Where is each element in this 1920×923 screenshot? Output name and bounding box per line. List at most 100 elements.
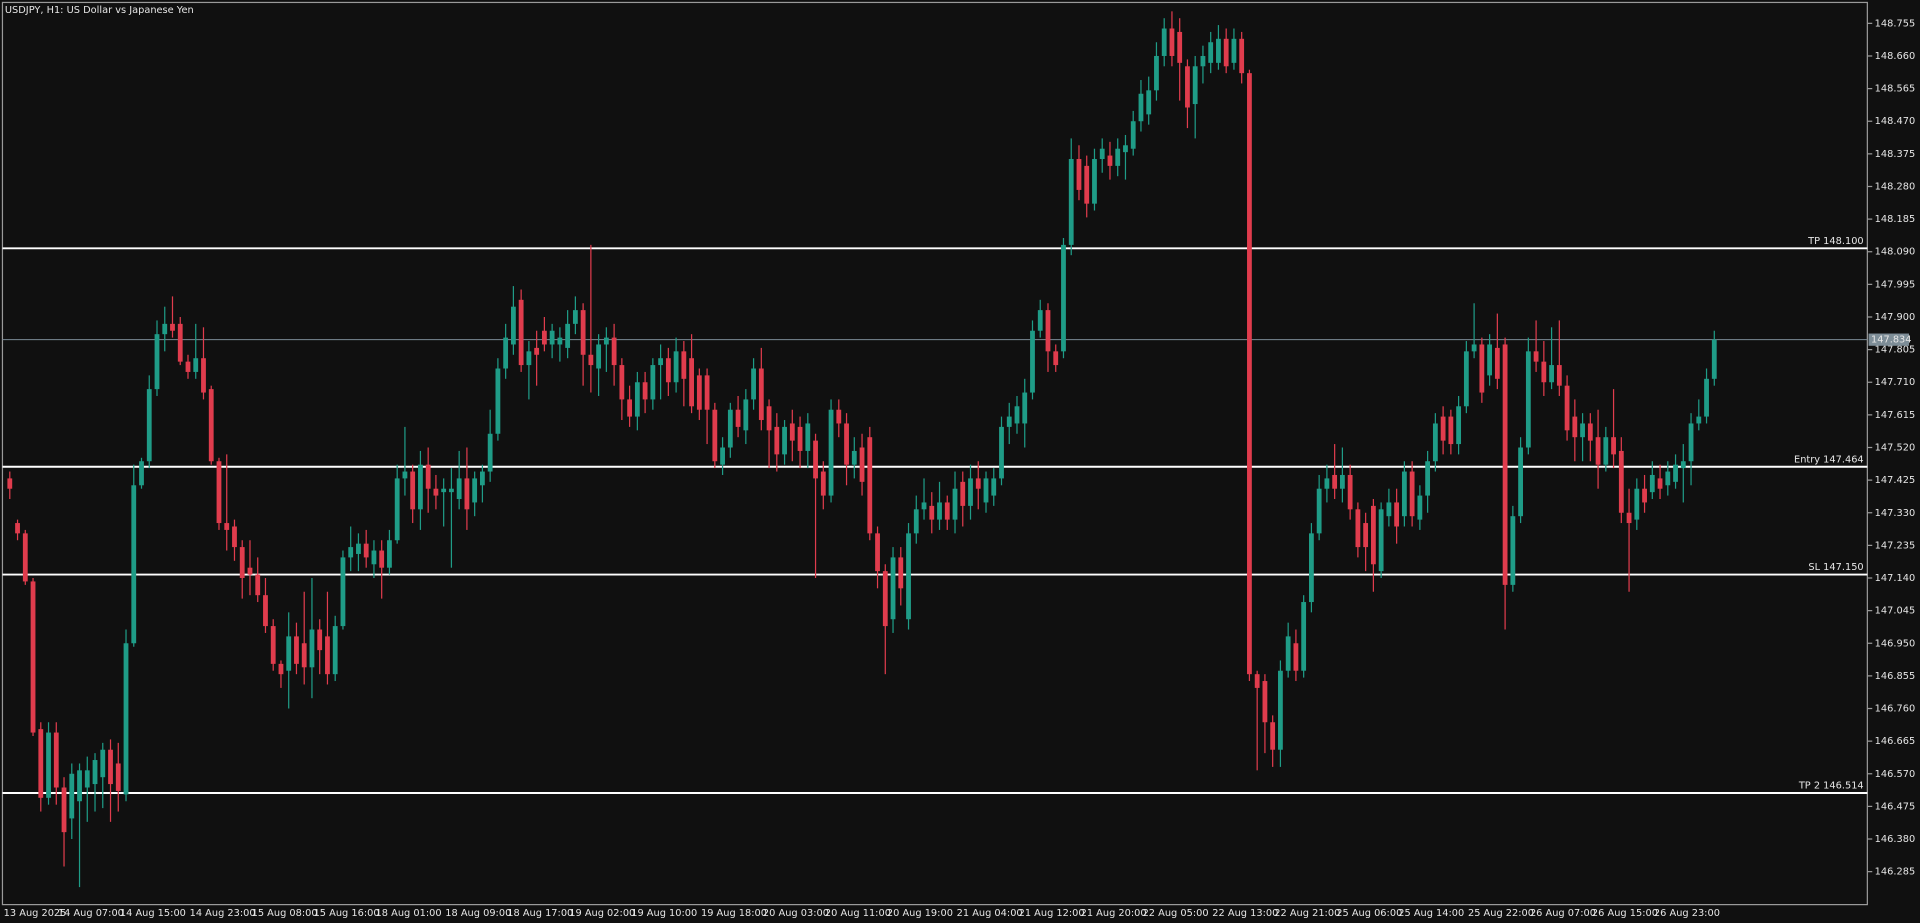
- candle-body: [665, 358, 671, 383]
- x-tick-label: 19 Aug 10:00: [631, 908, 697, 919]
- x-tick-label: 22 Aug 13:00: [1212, 908, 1278, 919]
- candle-body: [1169, 28, 1175, 56]
- y-tick-label: 148.660: [1875, 51, 1915, 62]
- last-price-box: [1868, 333, 1909, 346]
- candle-body: [201, 358, 206, 393]
- candle-body: [1665, 471, 1671, 486]
- x-tick-label: 20 Aug 11:00: [825, 908, 891, 919]
- candle-body: [758, 368, 764, 421]
- candle-body: [1138, 93, 1144, 122]
- candle-body: [1704, 378, 1709, 417]
- candle-body: [820, 471, 826, 496]
- candle-body: [534, 347, 540, 355]
- candle-body: [1216, 38, 1221, 63]
- candle-body: [61, 787, 67, 833]
- x-tick-label: 15 Aug 08:00: [252, 908, 318, 919]
- candle-body: [53, 732, 59, 788]
- candle-body: [1463, 351, 1469, 407]
- candle-body: [1084, 165, 1090, 204]
- candle-body: [247, 567, 253, 575]
- x-tick-label: 21 Aug 04:00: [957, 908, 1023, 919]
- candle-body: [1146, 90, 1152, 115]
- y-tick-label: 147.995: [1875, 279, 1915, 290]
- candle-body: [177, 323, 183, 362]
- candle-body: [603, 337, 609, 345]
- candle-body: [263, 595, 268, 627]
- candle-body: [1409, 471, 1415, 517]
- candle-body: [1549, 365, 1554, 383]
- candle-body: [766, 406, 772, 431]
- candle-body: [441, 488, 447, 493]
- x-tick-label: 21 Aug 12:00: [1019, 908, 1085, 919]
- y-tick-label: 146.760: [1875, 704, 1915, 715]
- candle-body: [379, 550, 385, 568]
- x-tick-label: 22 Aug 21:00: [1274, 908, 1340, 919]
- candle-body: [681, 351, 687, 379]
- candle-body: [317, 629, 323, 651]
- candle-body: [673, 351, 679, 383]
- candle-body: [69, 773, 75, 819]
- candle-body: [549, 330, 555, 345]
- candle-body: [1154, 55, 1159, 91]
- y-tick-label: 147.140: [1875, 573, 1915, 584]
- chart-title: USDJPY, H1: US Dollar vs Japanese Yen: [5, 5, 194, 16]
- candle-body: [890, 557, 896, 620]
- candle-body: [828, 409, 834, 496]
- candle-body: [1510, 516, 1516, 585]
- candle-body: [146, 389, 152, 462]
- candle-body: [1278, 670, 1283, 750]
- y-tick-label: 147.805: [1875, 345, 1915, 356]
- candle-body: [1309, 533, 1314, 603]
- candle-body: [387, 540, 392, 568]
- candle-body: [1332, 474, 1338, 489]
- candle-body: [650, 365, 656, 400]
- candle-body: [882, 571, 888, 627]
- candle-body: [774, 426, 780, 455]
- level-label: TP 148.100: [1807, 236, 1864, 247]
- candle-body: [503, 337, 509, 369]
- candle-body: [332, 626, 338, 675]
- x-tick-label: 20 Aug 19:00: [887, 908, 953, 919]
- candle-body: [1642, 488, 1647, 503]
- candle-body: [572, 310, 578, 324]
- x-tick-label: 14 Aug 07:00: [58, 908, 124, 919]
- candle-body: [1618, 450, 1624, 513]
- candle-body: [162, 323, 168, 335]
- y-tick-label: 147.520: [1875, 442, 1915, 453]
- candle-body: [1502, 344, 1508, 585]
- candle-body: [456, 478, 462, 500]
- y-tick-label: 148.755: [1875, 18, 1915, 29]
- candle-body: [46, 732, 51, 798]
- y-tick-label: 146.855: [1875, 671, 1915, 682]
- candle-body: [418, 464, 423, 510]
- candle-body: [1115, 148, 1121, 166]
- candle-body: [1611, 437, 1616, 455]
- x-tick-label: 19 Aug 02:00: [569, 908, 635, 919]
- candle-body: [1541, 361, 1547, 383]
- y-tick-label: 147.615: [1875, 410, 1915, 421]
- candle-body: [472, 478, 478, 503]
- candle-body: [340, 557, 346, 627]
- candle-body: [518, 299, 524, 366]
- y-tick-label: 148.565: [1875, 84, 1915, 95]
- candle-body: [805, 423, 811, 451]
- candle-body: [875, 533, 880, 572]
- candle-body: [743, 399, 749, 431]
- candle-body: [371, 550, 377, 565]
- candle-body: [239, 547, 245, 579]
- candle-body: [1649, 474, 1655, 493]
- candle-body: [1161, 28, 1167, 56]
- candle-body: [30, 581, 36, 733]
- candle-body: [1006, 416, 1012, 427]
- candle-body: [139, 461, 144, 486]
- candle-body: [356, 543, 361, 554]
- candle-body: [7, 478, 13, 489]
- y-tick-label: 148.090: [1875, 247, 1915, 258]
- candle-body: [1324, 478, 1330, 489]
- candle-body: [1076, 159, 1082, 190]
- candle-body: [619, 365, 625, 400]
- candle-body: [859, 447, 865, 482]
- x-tick-label: 18 Aug 17:00: [507, 908, 573, 919]
